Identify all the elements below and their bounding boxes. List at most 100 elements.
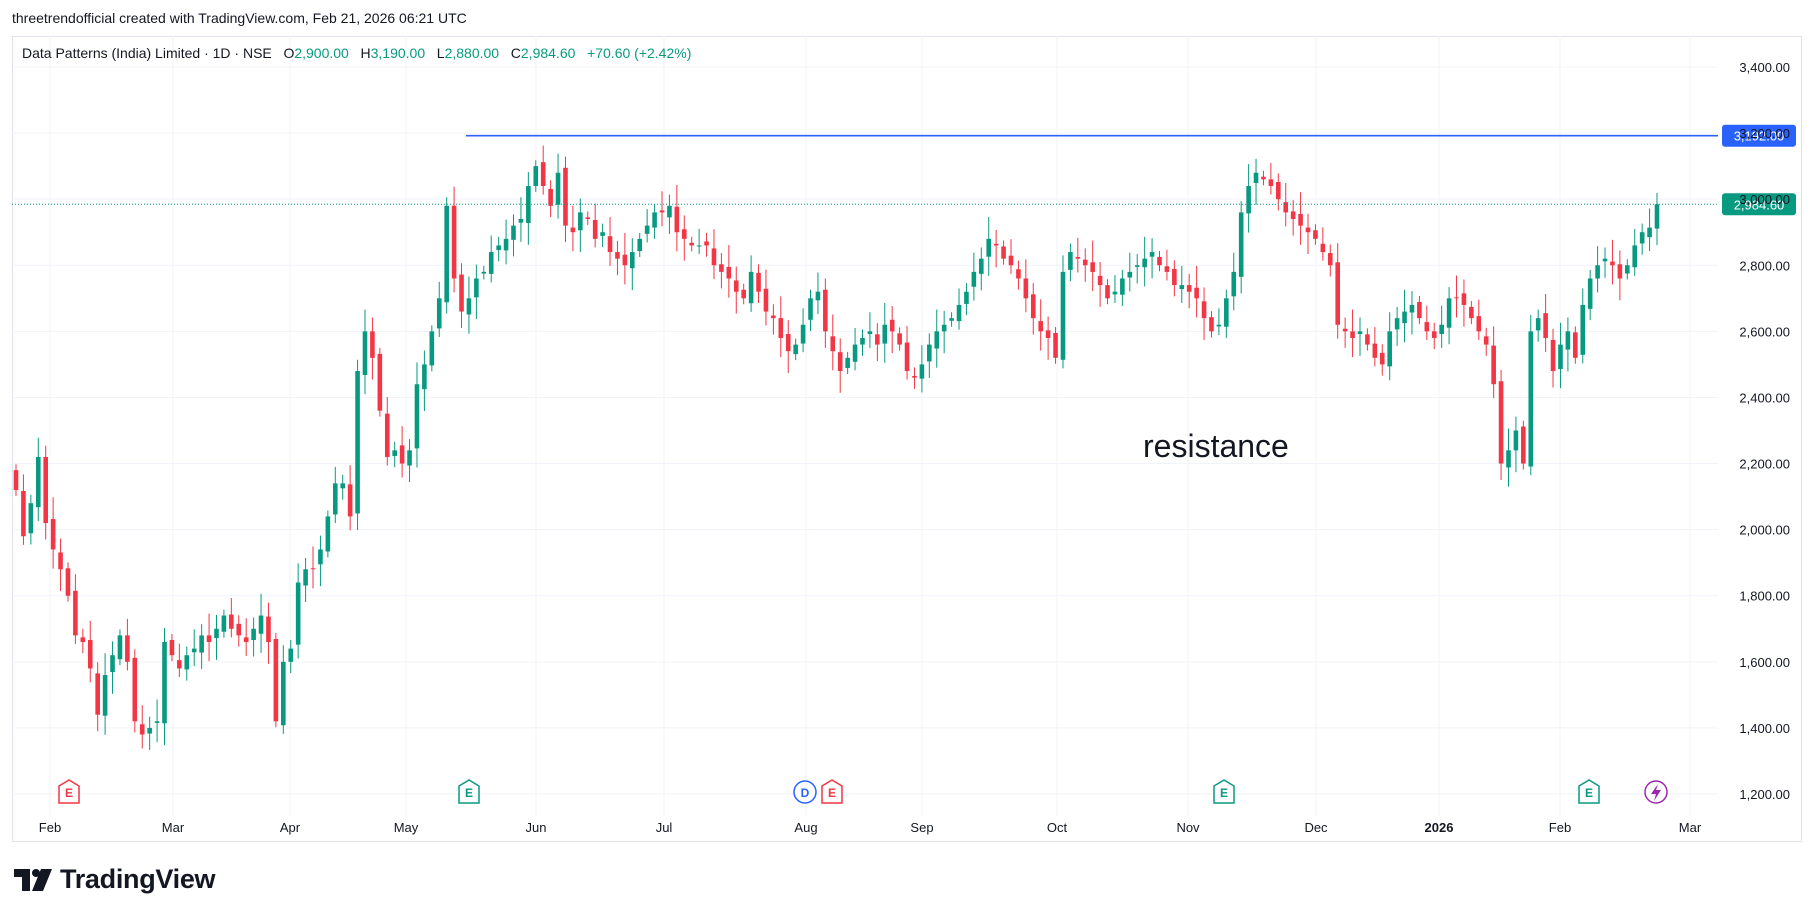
candle-body: [1290, 211, 1296, 220]
candle-body: [429, 331, 435, 366]
candle-body: [1350, 331, 1355, 338]
tradingview-logo-text: TradingView: [60, 864, 216, 894]
candlestick-series: [13, 145, 1660, 751]
candle-body: [1001, 246, 1006, 259]
candle-body: [1097, 275, 1103, 286]
candle-body: [102, 675, 108, 716]
candle-body: [1045, 330, 1051, 338]
candle-body: [384, 413, 390, 457]
candle-body: [1023, 278, 1029, 299]
candle-body: [139, 724, 145, 735]
candle-body: [741, 289, 746, 299]
candle-body: [778, 318, 784, 338]
candle-body: [1164, 266, 1170, 272]
candle-body: [1409, 304, 1415, 313]
lightning-glyph-icon: [1651, 784, 1661, 801]
candle-body: [459, 274, 464, 312]
dividend-marker: [793, 780, 817, 804]
event-marker-label: E: [65, 786, 73, 800]
x-tick-label: Jun: [526, 820, 547, 835]
candle-body: [1573, 332, 1578, 358]
event-marker-label: E: [1585, 786, 1593, 800]
x-tick-label: Mar: [162, 820, 185, 835]
event-marker-label: E: [465, 786, 473, 800]
legend-open: 2,900.00: [294, 45, 349, 61]
candle-body: [117, 635, 123, 660]
candle-body: [637, 238, 643, 252]
candle-body: [689, 242, 695, 246]
candle-body: [1550, 339, 1556, 372]
y-tick-label: 3,400.00: [1739, 60, 1790, 75]
candle-body: [956, 304, 962, 322]
last-price-tag: [1722, 193, 1796, 216]
candle-body: [615, 252, 620, 259]
candle-body: [934, 331, 940, 349]
candle-body: [1446, 298, 1452, 328]
candle-body: [548, 188, 553, 206]
candle-body: [1142, 258, 1147, 268]
candle-body: [1483, 336, 1489, 345]
overlays: 3,192.00 2,984.60 resistance: [12, 124, 1796, 464]
candle-body: [978, 258, 984, 274]
tradingview-logo[interactable]: TradingView: [14, 864, 216, 895]
y-tick-label: 1,200.00: [1739, 787, 1790, 802]
candle-body: [1090, 262, 1095, 272]
candle-body: [377, 353, 383, 411]
candle-body: [1431, 331, 1437, 338]
candle-body: [1179, 285, 1185, 290]
x-axis: Feb Mar Apr May Jun Jul Aug Sep Oct Nov Dec 2026 Feb…: [39, 820, 1702, 835]
candle-body: [1327, 253, 1333, 266]
candle-body: [897, 333, 902, 345]
candle-body: [555, 172, 561, 205]
candle-body: [800, 324, 806, 344]
candle-body: [474, 278, 479, 298]
candle-body: [503, 238, 509, 251]
candle-body: [1454, 297, 1459, 299]
candle-body: [1513, 430, 1519, 451]
candle-body: [808, 298, 813, 320]
candle-body: [941, 324, 947, 332]
candle-body: [422, 364, 427, 390]
candle-body: [1617, 264, 1623, 279]
candle-body: [1276, 181, 1281, 200]
candle-body: [681, 229, 687, 239]
candle-body: [73, 590, 78, 636]
candle-body: [659, 210, 665, 213]
legend-close: 2,984.60: [520, 45, 576, 61]
candle-body: [132, 657, 138, 722]
chart-frame[interactable]: [12, 36, 1802, 842]
x-tick-label: Aug: [794, 820, 817, 835]
legend-change: +70.60 (+2.42%): [587, 45, 692, 61]
candle-body: [1402, 311, 1407, 324]
candle-body: [355, 371, 360, 514]
legend-symbol: Data Patterns (India) Limited · 1D · NSE: [22, 45, 272, 61]
candle-body: [1053, 333, 1058, 358]
candle-body: [1543, 313, 1548, 338]
y-axis: 1,200.00 1,400.00 1,600.00 1,800.00 2,000.00…: [1739, 60, 1790, 802]
candle-body: [303, 569, 308, 586]
candle-body: [147, 727, 152, 734]
candle-body: [1372, 343, 1378, 358]
candle-body: [466, 298, 472, 315]
candle-body: [1565, 331, 1571, 350]
candle-body: [1461, 293, 1467, 305]
candle-body: [1394, 318, 1400, 330]
x-tick-label: Oct: [1047, 820, 1068, 835]
candle-body: [28, 503, 34, 534]
y-tick-label: 1,400.00: [1739, 721, 1790, 736]
candle-body: [370, 331, 375, 358]
candle-body: [1238, 212, 1244, 277]
candle-body: [875, 334, 880, 345]
candle-body: [1313, 230, 1318, 239]
legend-low: 2,880.00: [444, 45, 500, 61]
x-tick-label: Nov: [1176, 820, 1200, 835]
candle-body: [1231, 271, 1237, 297]
candle-body: [266, 616, 271, 642]
candle-body: [21, 490, 26, 537]
candle-body: [1038, 321, 1043, 332]
candle-body: [823, 289, 828, 332]
earnings-marker: [1213, 779, 1235, 804]
y-tick-label: 1,600.00: [1739, 655, 1790, 670]
resistance-price-tag: [1722, 124, 1796, 147]
